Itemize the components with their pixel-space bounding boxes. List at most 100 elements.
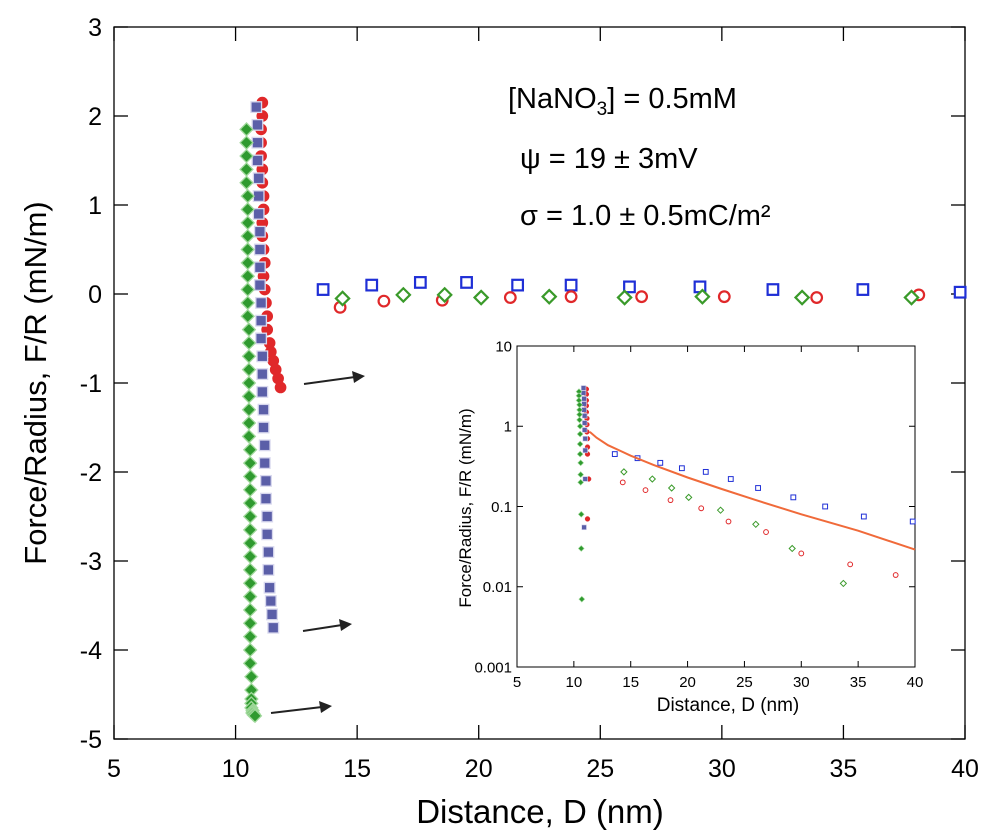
inset-x-axis-label: Distance, D (nm) (657, 695, 800, 716)
inset-point-diamond-filled-green_fill (576, 422, 584, 430)
main-x-tick-label: 15 (343, 755, 371, 783)
main-point-diamond-filled-green_fill (241, 335, 257, 351)
inset-point-diamond-open-green (752, 520, 760, 529)
inset-point-diamond-filled-green_fill (578, 595, 586, 603)
inset-y-tick-label: 0.01 (483, 579, 512, 596)
main-point-diamond-filled-green_fill (240, 242, 256, 257)
inset-point-circle-open-red (763, 529, 769, 535)
main-point-diamond-filled-green_fill (242, 629, 258, 644)
main-point-circle-open-red (564, 290, 578, 304)
inset-point-diamond-open-green (685, 493, 693, 502)
main-point-square-filled-blue_fill (267, 621, 280, 634)
main-point-diamond-filled-green_fill (242, 522, 258, 538)
main-point-diamond-filled-green_fill (242, 602, 258, 618)
main-point-diamond-filled-green_fill (240, 268, 256, 284)
inset-point-diamond-filled-green_fill (576, 430, 584, 438)
main-point-diamond-filled-green_fill (240, 202, 256, 217)
main-point-square-filled-blue_fill (266, 608, 279, 621)
main-point-diamond-filled-green_fill (241, 375, 257, 391)
main-point-circle-open-red (717, 290, 731, 304)
inset-x-tick-label: 5 (513, 674, 521, 691)
inset-point-circle-open-red (892, 572, 899, 578)
inset-point-square-filled-blue_fill (581, 396, 587, 402)
inset-point-circle-open-red (698, 505, 705, 512)
inset-point-diamond-filled-green_fill (577, 479, 584, 486)
main-point-diamond-filled-green_fill (242, 589, 258, 604)
main-point-square-open-blue (564, 278, 578, 292)
main-point-diamond-filled-green_fill (241, 429, 257, 444)
main-point-diamond-open-green (694, 288, 711, 305)
inset-point-diamond-open-green (788, 544, 796, 553)
main-point-square-filled-blue_fill (252, 207, 265, 220)
main-point-diamond-filled-green_fill (240, 188, 256, 204)
inset-point-square-filled-blue_fill (582, 476, 588, 482)
main-x-tick-label: 5 (107, 755, 121, 783)
inset-point-square-filled-blue_fill (581, 524, 587, 531)
main-y-tick-label: 3 (88, 14, 102, 42)
inset-x-tick-label: 40 (907, 674, 924, 691)
inset-tick-labels: 5 10 15 20 25 30 35 40 0.001 0.01 0.1 1 10 (474, 338, 923, 691)
main-x-tick-label: 30 (708, 755, 736, 783)
main-point-diamond-filled-green_fill (242, 535, 258, 551)
main-point-diamond-filled-green_fill (242, 509, 258, 524)
main-point-square-filled-blue_fill (251, 118, 264, 131)
main-point-square-filled-blue_fill (261, 528, 274, 541)
inset-point-diamond-filled-green_fill (577, 459, 584, 467)
main-point-square-filled-blue_fill (262, 546, 275, 559)
main-point-square-open-blue (365, 278, 379, 292)
inset-x-tick-label: 35 (850, 674, 867, 691)
inset-point-square-filled-blue_fill (581, 420, 588, 426)
main-point-diamond-filled-green_fill (242, 495, 258, 511)
main-point-diamond-open-green (472, 289, 490, 306)
main-point-diamond-filled-green_fill (242, 656, 258, 671)
inset-axes-ticks (516, 345, 916, 668)
main-point-diamond-open-green (903, 289, 920, 306)
inset-point-circle-open-red (619, 479, 626, 486)
salt-suffix: ] = 0.5mM (607, 83, 737, 115)
salt-concentration-annotation: [NaNO3] = 0.5mM (508, 83, 737, 120)
main-point-square-filled-blue_fill (256, 368, 269, 381)
main-y-tick-label: -5 (80, 726, 102, 754)
main-point-diamond-open-green (793, 289, 811, 306)
main-point-square-open-blue (511, 278, 525, 292)
main-point-diamond-filled-green_fill (242, 616, 258, 631)
main-point-circle-filled-red (261, 323, 274, 336)
inset-point-diamond-filled-green_fill (577, 471, 584, 478)
main-y-tick-label: 2 (88, 103, 102, 131)
inset-y-tick-label: 10 (495, 338, 512, 355)
inset-x-tick-label: 10 (566, 674, 583, 691)
inset-point-diamond-filled-green_fill (576, 450, 584, 458)
inset-point-diamond-open-green (648, 475, 657, 483)
inset-x-tick-label: 30 (793, 674, 810, 691)
main-point-diamond-filled-green_fill (241, 362, 257, 377)
main-point-square-filled-blue_fill (264, 595, 277, 608)
inset-point-square-open-blue (909, 518, 916, 525)
inset-y-tick-label: 0.1 (491, 499, 512, 516)
inset-point-square-filled-blue_fill (582, 435, 588, 442)
arrow-green (270, 706, 323, 714)
sigma-annotation: σ = 1.0 ± 0.5mC/m² (520, 200, 771, 232)
main-x-tick-label: 20 (465, 755, 493, 783)
main-y-axis-label: Force/Radius, F/R (mN/m) (18, 201, 53, 564)
main-point-diamond-filled-green_fill (239, 122, 254, 137)
main-point-diamond-filled-green_fill (239, 162, 254, 177)
main-point-square-filled-blue_fill (255, 314, 268, 327)
main-point-square-filled-blue_fill (261, 510, 274, 523)
main-point-square-filled-blue_fill (253, 279, 266, 292)
inset-point-diamond-open-green (716, 506, 725, 514)
main-point-square-open-blue (766, 283, 780, 296)
main-point-diamond-open-green (395, 286, 412, 304)
inset-point-square-filled-blue_fill (580, 390, 587, 396)
main-point-diamond-open-green (436, 286, 453, 304)
arrows (270, 371, 365, 714)
main-point-square-open-blue (856, 283, 870, 296)
main-point-square-open-blue (953, 285, 967, 299)
main-point-square-filled-blue_fill (257, 403, 270, 416)
inset-y-tick-label: 0.001 (474, 659, 512, 676)
salt-prefix: [NaNO (508, 83, 597, 115)
main-point-diamond-filled-green_fill (239, 175, 254, 191)
inset-x-tick-label: 25 (736, 674, 753, 691)
inset-point-square-filled-blue_fill (581, 413, 588, 419)
main-point-diamond-filled-green_fill (242, 575, 258, 591)
inset-data-marks (575, 385, 916, 603)
